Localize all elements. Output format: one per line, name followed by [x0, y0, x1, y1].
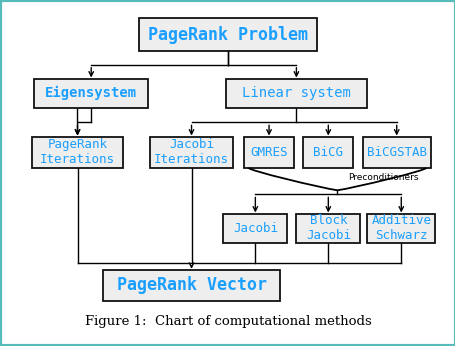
Text: Preconditioners: Preconditioners — [347, 173, 417, 182]
Text: Figure 1:  Chart of computational methods: Figure 1: Chart of computational methods — [85, 315, 370, 328]
FancyBboxPatch shape — [225, 79, 366, 108]
Text: Block
Jacobi: Block Jacobi — [305, 215, 350, 242]
FancyBboxPatch shape — [243, 137, 293, 168]
Text: GMRES: GMRES — [250, 146, 287, 159]
FancyBboxPatch shape — [139, 18, 316, 51]
Text: PageRank Vector: PageRank Vector — [116, 276, 266, 294]
Text: Jacobi
Iterations: Jacobi Iterations — [154, 138, 228, 166]
Text: Linear system: Linear system — [242, 86, 350, 100]
FancyBboxPatch shape — [150, 137, 232, 168]
FancyBboxPatch shape — [102, 270, 280, 301]
FancyBboxPatch shape — [32, 137, 123, 168]
FancyBboxPatch shape — [362, 137, 430, 168]
FancyBboxPatch shape — [34, 79, 148, 108]
Text: Jacobi: Jacobi — [233, 222, 277, 235]
Text: BiCG: BiCG — [313, 146, 343, 159]
Text: PageRank
Iterations: PageRank Iterations — [40, 138, 115, 166]
FancyBboxPatch shape — [296, 213, 359, 243]
Text: Eigensystem: Eigensystem — [45, 86, 137, 100]
Text: BiCGSTAB: BiCGSTAB — [366, 146, 426, 159]
FancyBboxPatch shape — [366, 213, 435, 243]
FancyBboxPatch shape — [303, 137, 353, 168]
Text: PageRank Problem: PageRank Problem — [148, 26, 307, 44]
FancyBboxPatch shape — [223, 213, 287, 243]
Text: Additive
Schwarz: Additive Schwarz — [370, 215, 430, 242]
